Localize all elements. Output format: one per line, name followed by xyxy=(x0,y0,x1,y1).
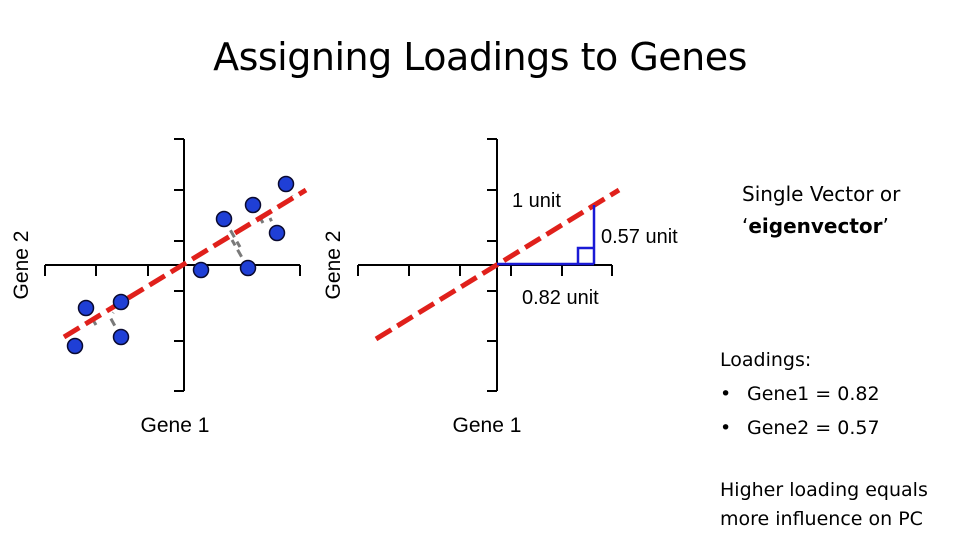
bullet: • xyxy=(720,383,732,405)
slide-title: Assigning Loadings to Genes xyxy=(213,35,747,79)
left-x-axis xyxy=(44,264,301,276)
data-point xyxy=(66,337,84,355)
influence-note: Higher loading equals more influence on … xyxy=(720,476,928,534)
data-point xyxy=(268,224,286,242)
data-points xyxy=(66,175,295,355)
data-point xyxy=(77,299,95,317)
bullet: • xyxy=(720,417,732,439)
influence-line1: Higher loading equals xyxy=(720,479,928,501)
loading-gene2: Gene2 = 0.57 xyxy=(747,417,880,439)
eigenvector-line1: Single Vector or xyxy=(742,182,901,206)
loadings-block: Loadings: • Gene1 = 0.82 • Gene2 = 0.57 xyxy=(720,343,880,445)
data-point xyxy=(239,259,257,277)
data-point xyxy=(244,196,262,214)
list-item: • Gene2 = 0.57 xyxy=(720,411,880,445)
data-point xyxy=(112,293,130,311)
loadings-heading: Loadings: xyxy=(720,349,812,371)
right-y-label: Gene 2 xyxy=(322,231,345,300)
left-x-label: Gene 1 xyxy=(141,414,210,437)
list-item: • Gene1 = 0.82 xyxy=(720,377,880,411)
horiz-label: 0.82 unit xyxy=(522,287,599,309)
loading-gene1: Gene1 = 0.82 xyxy=(747,383,880,405)
hyp-label: 1 unit xyxy=(512,190,561,212)
right-angle-marker xyxy=(576,246,594,264)
data-point xyxy=(112,328,130,346)
loadings-list: • Gene1 = 0.82 • Gene2 = 0.57 xyxy=(720,377,880,445)
vert-label: 0.57 unit xyxy=(601,226,678,248)
loading-triangle xyxy=(497,205,596,266)
right-x-label: Gene 1 xyxy=(453,414,522,437)
data-point xyxy=(277,175,295,193)
quote-close: ’ xyxy=(882,214,889,238)
eigenvector-line2: ‘eigenvector’ xyxy=(742,210,900,242)
data-point xyxy=(192,261,210,279)
eigenvector-term: eigenvector xyxy=(748,214,883,238)
left-y-label: Gene 2 xyxy=(10,231,33,300)
right-plot: 1 unit 0.57 unit 0.82 unit Gene 1 Gene 2 xyxy=(322,138,678,437)
eigenvector-note: Single Vector or ‘eigenvector’ xyxy=(742,178,900,242)
pc-line xyxy=(62,187,308,340)
influence-line2: more influence on PC xyxy=(720,508,923,530)
quote-open: ‘ xyxy=(742,214,749,238)
data-point xyxy=(215,210,233,228)
left-plot: Gene 1 Gene 2 xyxy=(10,138,308,437)
